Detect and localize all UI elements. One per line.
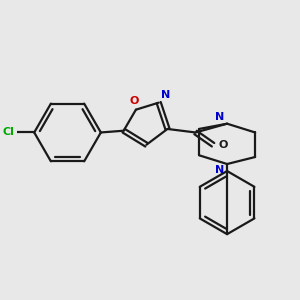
- Text: O: O: [130, 96, 139, 106]
- Text: O: O: [218, 140, 228, 150]
- Text: N: N: [161, 90, 170, 100]
- Text: Cl: Cl: [2, 128, 14, 137]
- Text: N: N: [215, 112, 224, 122]
- Text: N: N: [215, 165, 224, 175]
